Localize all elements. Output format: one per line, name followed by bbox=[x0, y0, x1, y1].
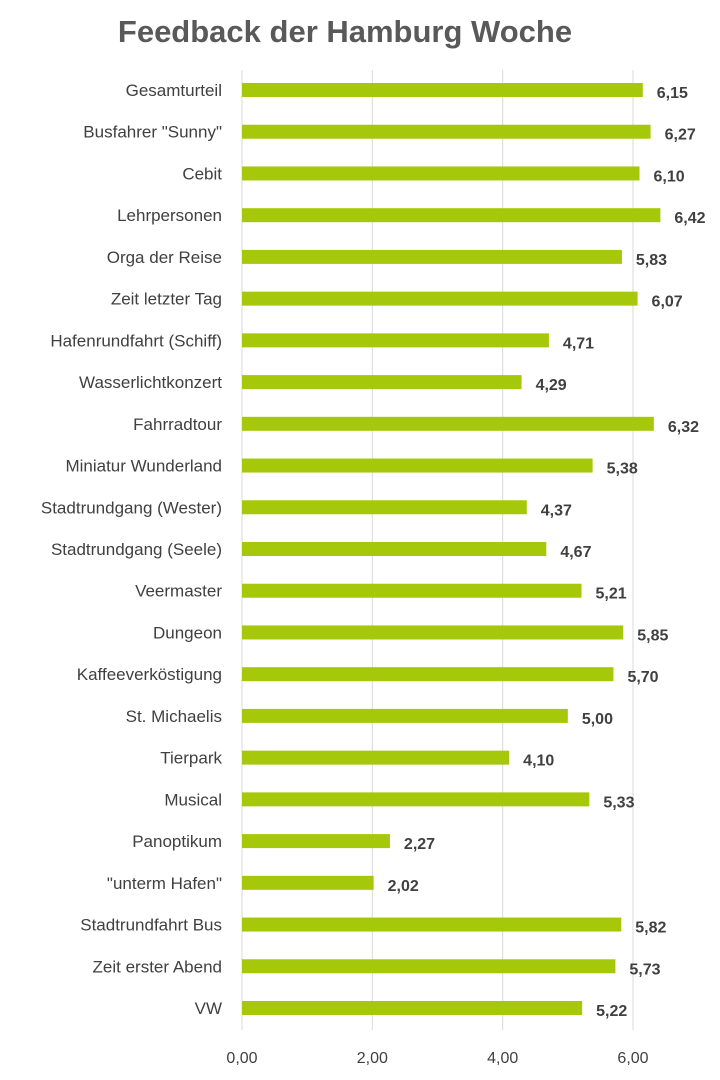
data-label: 6,42 bbox=[674, 210, 705, 227]
bar bbox=[242, 333, 549, 348]
data-label: 6,27 bbox=[665, 127, 696, 144]
category-label: Lehrpersonen bbox=[117, 206, 222, 225]
value-labels: 6,15 6,27 6,10 6,42 5,83 6,07 4,71 4,29 6,32 5,38… bbox=[388, 85, 706, 1020]
bar bbox=[242, 875, 374, 890]
bar bbox=[242, 416, 654, 431]
bar bbox=[242, 249, 622, 264]
category-label: Zeit letzter Tag bbox=[111, 290, 222, 309]
category-label: Tierpark bbox=[160, 749, 222, 768]
data-label: 4,10 bbox=[523, 753, 554, 770]
category-label: Musical bbox=[164, 790, 222, 809]
category-label: Panoptikum bbox=[132, 832, 222, 851]
bar bbox=[242, 667, 614, 682]
bar bbox=[242, 124, 651, 139]
data-label: 6,10 bbox=[654, 168, 685, 185]
x-tick-label: 6,00 bbox=[617, 1050, 648, 1067]
data-label: 4,37 bbox=[541, 502, 572, 519]
category-label: Stadtrundfahrt Bus bbox=[80, 916, 222, 935]
data-label: 5,70 bbox=[627, 669, 658, 686]
category-label: St. Michaelis bbox=[126, 707, 222, 726]
x-tick-label: 2,00 bbox=[357, 1050, 388, 1067]
category-label: Busfahrer "Sunny" bbox=[83, 123, 222, 142]
bar bbox=[242, 83, 643, 97]
data-label: 2,02 bbox=[388, 878, 419, 895]
bar bbox=[242, 583, 582, 598]
category-label: Kaffeeverköstigung bbox=[77, 665, 222, 684]
category-label: Stadtrundgang (Seele) bbox=[51, 540, 222, 559]
category-label: Dungeon bbox=[153, 623, 222, 642]
category-label: Orga der Reise bbox=[107, 248, 222, 267]
data-label: 4,67 bbox=[560, 544, 591, 561]
category-label: Fahrradtour bbox=[133, 415, 222, 434]
category-label: Wasserlichtkonzert bbox=[79, 373, 222, 392]
data-label: 2,27 bbox=[404, 836, 435, 853]
data-label: 5,00 bbox=[582, 711, 613, 728]
category-label: VW bbox=[195, 999, 222, 1018]
data-label: 5,83 bbox=[636, 252, 667, 269]
data-label: 5,22 bbox=[596, 1003, 627, 1020]
bar bbox=[242, 792, 590, 807]
data-label: 5,33 bbox=[603, 794, 634, 811]
bar bbox=[242, 834, 390, 849]
bar bbox=[242, 708, 568, 723]
bar bbox=[242, 166, 640, 181]
bar bbox=[242, 458, 593, 473]
category-label: Gesamturteil bbox=[126, 81, 222, 100]
bar bbox=[242, 291, 638, 306]
chart-title: Feedback der Hamburg Woche bbox=[118, 14, 572, 49]
data-label: 4,71 bbox=[563, 335, 594, 352]
category-labels: Gesamturteil Busfahrer "Sunny" Cebit Lehrpe… bbox=[41, 81, 223, 1018]
bar bbox=[242, 500, 527, 515]
bar bbox=[242, 542, 547, 556]
bar bbox=[242, 208, 661, 223]
x-axis-ticks: 0,00 2,00 4,00 6,00 bbox=[226, 1050, 648, 1067]
category-label: Veermaster bbox=[135, 582, 222, 601]
data-label: 5,85 bbox=[637, 627, 668, 644]
bar bbox=[242, 625, 624, 640]
bar bbox=[242, 1001, 583, 1015]
category-label: Stadtrundgang (Wester) bbox=[41, 498, 222, 517]
category-label: Miniatur Wunderland bbox=[65, 457, 222, 476]
data-label: 5,73 bbox=[629, 961, 660, 978]
data-label: 6,32 bbox=[668, 419, 699, 436]
data-label: 4,29 bbox=[536, 377, 567, 394]
data-label: 6,07 bbox=[652, 294, 683, 311]
data-label: 5,38 bbox=[607, 461, 638, 478]
bar bbox=[242, 917, 622, 932]
bars bbox=[242, 83, 661, 1015]
x-tick-label: 0,00 bbox=[226, 1050, 257, 1067]
category-label: "unterm Hafen" bbox=[107, 874, 222, 893]
data-label: 5,21 bbox=[596, 586, 627, 603]
category-label: Hafenrundfahrt (Schiff) bbox=[50, 331, 222, 350]
bar bbox=[242, 750, 510, 765]
data-label: 5,82 bbox=[635, 920, 666, 937]
x-tick-label: 4,00 bbox=[487, 1050, 518, 1067]
data-label: 6,15 bbox=[657, 85, 688, 102]
bar bbox=[242, 375, 522, 390]
bar bbox=[242, 959, 616, 974]
category-label: Cebit bbox=[182, 164, 222, 183]
category-label: Zeit erster Abend bbox=[93, 957, 222, 976]
